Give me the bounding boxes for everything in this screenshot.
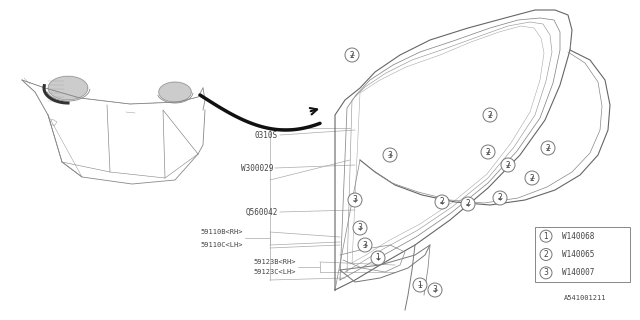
Circle shape bbox=[540, 267, 552, 279]
Text: 59110B<RH>: 59110B<RH> bbox=[200, 229, 243, 235]
Text: W300029: W300029 bbox=[241, 164, 273, 172]
Circle shape bbox=[439, 199, 445, 205]
Text: 2: 2 bbox=[498, 194, 502, 203]
Circle shape bbox=[428, 283, 442, 297]
Circle shape bbox=[387, 152, 393, 158]
Text: 1: 1 bbox=[418, 281, 422, 290]
Text: W140007: W140007 bbox=[562, 268, 595, 277]
Circle shape bbox=[461, 197, 475, 211]
Text: 59123C<LH>: 59123C<LH> bbox=[253, 269, 296, 275]
Circle shape bbox=[383, 148, 397, 162]
Circle shape bbox=[349, 52, 355, 58]
Text: 3: 3 bbox=[388, 150, 392, 159]
Circle shape bbox=[353, 221, 367, 235]
Circle shape bbox=[345, 48, 359, 62]
Text: 3: 3 bbox=[353, 196, 357, 204]
Circle shape bbox=[525, 171, 539, 185]
Text: 1: 1 bbox=[543, 232, 548, 241]
Circle shape bbox=[358, 238, 372, 252]
Circle shape bbox=[371, 251, 385, 265]
Text: 2: 2 bbox=[349, 51, 355, 60]
Text: 2: 2 bbox=[466, 199, 470, 209]
Circle shape bbox=[352, 197, 358, 203]
Text: 3: 3 bbox=[358, 223, 362, 233]
Circle shape bbox=[501, 158, 515, 172]
Text: 2: 2 bbox=[488, 110, 492, 119]
Text: W140068: W140068 bbox=[562, 232, 595, 241]
Circle shape bbox=[540, 230, 552, 242]
Circle shape bbox=[417, 282, 423, 288]
Circle shape bbox=[505, 162, 511, 168]
Text: 2: 2 bbox=[506, 161, 510, 170]
Ellipse shape bbox=[159, 82, 191, 102]
Circle shape bbox=[487, 112, 493, 118]
Text: 59110C<LH>: 59110C<LH> bbox=[200, 242, 243, 248]
Circle shape bbox=[348, 193, 362, 207]
Circle shape bbox=[375, 255, 381, 261]
Text: 2: 2 bbox=[543, 250, 548, 259]
Circle shape bbox=[481, 145, 495, 159]
Text: 0310S: 0310S bbox=[255, 131, 278, 140]
Text: 2: 2 bbox=[440, 197, 444, 206]
Ellipse shape bbox=[48, 76, 88, 100]
Circle shape bbox=[432, 287, 438, 293]
Text: Q560042: Q560042 bbox=[246, 207, 278, 217]
Circle shape bbox=[545, 145, 551, 151]
Text: 2: 2 bbox=[546, 143, 550, 153]
Bar bbox=[535, 227, 630, 282]
Circle shape bbox=[357, 225, 363, 231]
Text: 2: 2 bbox=[486, 148, 490, 156]
Circle shape bbox=[465, 201, 471, 207]
Text: 3: 3 bbox=[363, 241, 367, 250]
Circle shape bbox=[529, 175, 535, 181]
Text: 1: 1 bbox=[376, 253, 380, 262]
Text: 3: 3 bbox=[543, 268, 548, 277]
Circle shape bbox=[541, 141, 555, 155]
Circle shape bbox=[493, 191, 507, 205]
Circle shape bbox=[413, 278, 427, 292]
Text: A541001211: A541001211 bbox=[564, 295, 606, 301]
Text: W140065: W140065 bbox=[562, 250, 595, 259]
Text: 59123B<RH>: 59123B<RH> bbox=[253, 259, 296, 265]
Circle shape bbox=[435, 195, 449, 209]
Circle shape bbox=[485, 149, 491, 155]
Circle shape bbox=[540, 249, 552, 260]
Text: 3: 3 bbox=[433, 285, 437, 294]
Circle shape bbox=[362, 242, 368, 248]
Text: 2: 2 bbox=[530, 173, 534, 182]
Circle shape bbox=[483, 108, 497, 122]
Circle shape bbox=[497, 195, 503, 201]
